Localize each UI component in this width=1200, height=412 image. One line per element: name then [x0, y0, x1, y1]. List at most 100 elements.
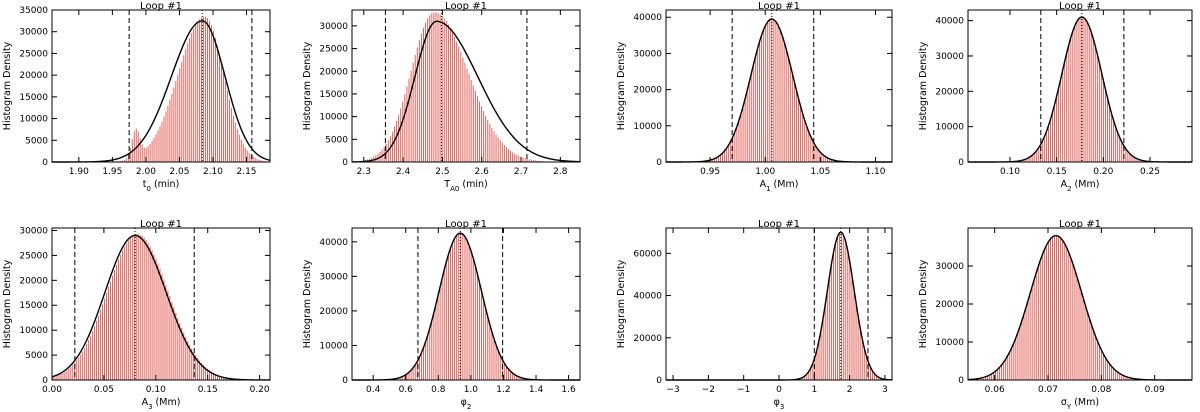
y-tick-label: 35000 [19, 6, 48, 16]
x-tick-label: 2 [847, 385, 853, 395]
y-tick-label: 20000 [19, 71, 48, 81]
y-tick-label: 15000 [19, 93, 48, 103]
y-axis-title: Histogram Density [918, 259, 929, 348]
histogram-panel: 1.90 1.95 2.00 2.05 2.10 2.15 0 5000 10000 15000 2… [2, 1, 271, 193]
y-tick-label: 20000 [319, 67, 348, 77]
y-tick-label: 0 [42, 158, 48, 168]
x-tick-label: 0.25 [1140, 167, 1160, 177]
panel-title: Loop #1 [1059, 1, 1101, 12]
histogram-bars [389, 233, 530, 380]
histogram-bars [52, 234, 240, 380]
y-tick-label: 10000 [19, 326, 48, 336]
panel-title: Loop #1 [758, 219, 800, 230]
histogram-panel: 0.10 0.15 0.20 0.25 0 10000 20000 30000 40000 Loo… [918, 1, 1193, 193]
histogram-bars [356, 12, 545, 162]
panel-title: Loop #1 [445, 1, 487, 12]
y-tick-label: 0 [342, 376, 348, 386]
x-tick-label: 0.08 [1091, 385, 1111, 395]
x-tick-label: 0.6 [399, 385, 414, 395]
x-tick-label: 0.10 [146, 385, 166, 395]
panel-title: Loop #1 [758, 1, 800, 12]
plot-frame [351, 9, 581, 163]
y-tick-label: 5000 [325, 135, 348, 145]
y-tick-label: 30000 [19, 28, 48, 38]
x-tick-label: 1 [811, 385, 817, 395]
histogram-bars [1015, 17, 1149, 162]
y-tick-label: 40000 [633, 13, 662, 23]
histogram-panel: 0.4 0.6 0.8 1.0 1.2 1.4 1.6 0 10000 20000 30000 400… [302, 219, 581, 411]
fit-curve [51, 234, 270, 381]
x-tick-label: 0.8 [431, 385, 446, 395]
x-tick-label: 2.8 [553, 167, 568, 177]
y-tick-label: 30000 [319, 272, 348, 282]
x-tick-label: 0.15 [1047, 167, 1067, 177]
x-tick-label: 1.00 [755, 167, 775, 177]
x-tick-label: 0.07 [1038, 385, 1058, 395]
x-tick-label: 0.09 [1145, 385, 1165, 395]
y-tick-label: 20000 [633, 334, 662, 344]
fit-curve [352, 232, 580, 381]
y-tick-label: 20000 [19, 276, 48, 286]
x-tick-label: 0.95 [700, 167, 720, 177]
y-tick-label: 0 [958, 376, 964, 386]
fit-curve [666, 18, 892, 163]
y-tick-label: 20000 [935, 87, 964, 97]
y-tick-label: 40000 [633, 292, 662, 302]
y-tick-label: 10000 [319, 113, 348, 123]
x-tick-label: −1 [737, 385, 750, 395]
y-axis-title: Histogram Density [302, 41, 313, 130]
histogram-bars [796, 232, 886, 380]
x-axis-title: A2 (Mm) [1061, 179, 1100, 193]
y-tick-label: 20000 [935, 300, 964, 310]
x-axis-title: t0 (min) [143, 179, 180, 193]
histogram-bars [972, 235, 1141, 380]
x-tick-label: 2.00 [136, 167, 156, 177]
x-tick-label: 1.95 [102, 167, 122, 177]
plot-frame [665, 9, 893, 163]
y-tick-label: 15000 [319, 90, 348, 100]
y-tick-label: 30000 [935, 52, 964, 62]
x-tick-label: 1.0 [464, 385, 479, 395]
panel-title: Loop #1 [1059, 219, 1101, 230]
x-tick-label: 0.20 [1093, 167, 1113, 177]
histogram-panel: 0.95 1.00 1.05 1.10 0 10000 20000 30000 40000 Loo… [616, 1, 893, 193]
y-tick-label: 20000 [319, 307, 348, 317]
x-tick-label: 0.4 [366, 385, 381, 395]
y-tick-label: 20000 [633, 86, 662, 96]
plot-frame [51, 9, 271, 163]
y-tick-label: 30000 [935, 262, 964, 272]
y-axis-title: Histogram Density [616, 41, 627, 130]
x-axis-title: TA0 (min) [443, 179, 487, 193]
x-axis-title: φ2 [461, 397, 472, 411]
x-tick-label: 1.05 [810, 167, 830, 177]
histogram-panel: 0.06 0.07 0.08 0.09 0 10000 20000 30000 Loop #1 σ… [918, 219, 1193, 411]
x-axis-title: σY (Mm) [1061, 397, 1099, 411]
x-tick-label: 0.10 [1000, 167, 1020, 177]
x-tick-label: 2.4 [396, 167, 411, 177]
y-tick-label: 0 [656, 376, 662, 386]
x-axis-title: A3 (Mm) [142, 397, 181, 411]
x-tick-label: 1.6 [561, 385, 576, 395]
x-tick-label: 0.05 [94, 385, 114, 395]
y-tick-label: 15000 [19, 301, 48, 311]
y-tick-label: 0 [342, 158, 348, 168]
histogram-bars [115, 16, 268, 162]
histogram-bars [703, 19, 841, 162]
histogram-panel: −3 −2 −1 0 1 2 3 0 20000 40000 60000 Loop #1 φ3 Histo… [616, 219, 893, 411]
x-tick-label: 2.3 [357, 167, 371, 177]
plot-frame [967, 227, 1193, 381]
y-tick-label: 25000 [19, 251, 48, 261]
panel-title: Loop #1 [445, 219, 487, 230]
x-tick-label: 2.6 [475, 167, 490, 177]
y-tick-label: 25000 [19, 49, 48, 59]
y-tick-label: 30000 [633, 49, 662, 59]
x-tick-label: 1.2 [496, 385, 510, 395]
x-tick-label: 1.10 [865, 167, 885, 177]
y-tick-label: 40000 [319, 238, 348, 248]
fit-curve [967, 234, 1192, 381]
y-axis-title: Histogram Density [918, 41, 929, 130]
plot-frame [967, 9, 1193, 163]
x-tick-label: 0.00 [42, 385, 62, 395]
y-tick-label: 25000 [319, 45, 348, 55]
